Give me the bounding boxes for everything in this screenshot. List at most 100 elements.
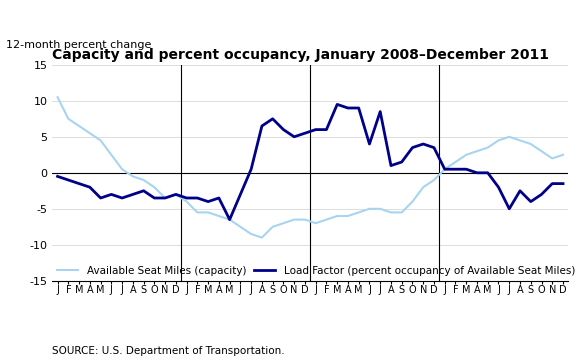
Available Seat Miles (capacity) <box>409 199 416 204</box>
Available Seat Miles (capacity) <box>226 217 233 222</box>
Load Factor (percent occupancy of Available Seat Miles) <box>495 185 502 189</box>
Load Factor (percent occupancy of Available Seat Miles) <box>334 102 340 107</box>
Available Seat Miles (capacity) <box>506 135 513 139</box>
Load Factor (percent occupancy of Available Seat Miles) <box>183 196 190 200</box>
Load Factor (percent occupancy of Available Seat Miles) <box>65 178 72 182</box>
Available Seat Miles (capacity) <box>387 210 394 215</box>
Load Factor (percent occupancy of Available Seat Miles) <box>345 106 351 110</box>
Load Factor (percent occupancy of Available Seat Miles) <box>452 167 459 171</box>
Load Factor (percent occupancy of Available Seat Miles) <box>398 160 405 164</box>
Available Seat Miles (capacity) <box>54 95 61 99</box>
Load Factor (percent occupancy of Available Seat Miles) <box>527 199 534 204</box>
Load Factor (percent occupancy of Available Seat Miles) <box>248 167 255 171</box>
Available Seat Miles (capacity) <box>215 214 222 218</box>
Available Seat Miles (capacity) <box>377 207 384 211</box>
Available Seat Miles (capacity) <box>484 145 491 150</box>
Load Factor (percent occupancy of Available Seat Miles) <box>420 142 427 146</box>
Load Factor (percent occupancy of Available Seat Miles) <box>387 163 394 168</box>
Available Seat Miles (capacity) <box>151 185 158 189</box>
Available Seat Miles (capacity) <box>140 178 147 182</box>
Text: Capacity and percent occupancy, January 2008–December 2011: Capacity and percent occupancy, January … <box>52 48 549 62</box>
Load Factor (percent occupancy of Available Seat Miles) <box>484 171 491 175</box>
Available Seat Miles (capacity) <box>323 217 330 222</box>
Available Seat Miles (capacity) <box>259 235 266 240</box>
Load Factor (percent occupancy of Available Seat Miles) <box>517 189 524 193</box>
Load Factor (percent occupancy of Available Seat Miles) <box>259 124 266 128</box>
Available Seat Miles (capacity) <box>345 214 351 218</box>
Available Seat Miles (capacity) <box>517 138 524 143</box>
Load Factor (percent occupancy of Available Seat Miles) <box>409 145 416 150</box>
Load Factor (percent occupancy of Available Seat Miles) <box>86 185 93 189</box>
Available Seat Miles (capacity) <box>291 217 298 222</box>
Available Seat Miles (capacity) <box>538 149 545 153</box>
Available Seat Miles (capacity) <box>205 210 212 215</box>
Load Factor (percent occupancy of Available Seat Miles) <box>119 196 126 200</box>
Line: Available Seat Miles (capacity): Available Seat Miles (capacity) <box>57 97 563 238</box>
Available Seat Miles (capacity) <box>194 210 201 215</box>
Line: Load Factor (percent occupancy of Available Seat Miles): Load Factor (percent occupancy of Availa… <box>57 104 563 220</box>
Available Seat Miles (capacity) <box>463 153 470 157</box>
Load Factor (percent occupancy of Available Seat Miles) <box>441 167 448 171</box>
Load Factor (percent occupancy of Available Seat Miles) <box>355 106 362 110</box>
Load Factor (percent occupancy of Available Seat Miles) <box>302 131 309 135</box>
Available Seat Miles (capacity) <box>398 210 405 215</box>
Available Seat Miles (capacity) <box>302 217 309 222</box>
Available Seat Miles (capacity) <box>108 153 115 157</box>
Available Seat Miles (capacity) <box>334 214 340 218</box>
Load Factor (percent occupancy of Available Seat Miles) <box>538 192 545 197</box>
Text: SOURCE: U.S. Department of Transportation.: SOURCE: U.S. Department of Transportatio… <box>52 346 285 356</box>
Load Factor (percent occupancy of Available Seat Miles) <box>560 181 567 186</box>
Available Seat Miles (capacity) <box>560 153 567 157</box>
Available Seat Miles (capacity) <box>119 167 126 171</box>
Load Factor (percent occupancy of Available Seat Miles) <box>172 192 179 197</box>
Available Seat Miles (capacity) <box>280 221 287 225</box>
Load Factor (percent occupancy of Available Seat Miles) <box>549 181 556 186</box>
Load Factor (percent occupancy of Available Seat Miles) <box>237 192 244 197</box>
Load Factor (percent occupancy of Available Seat Miles) <box>75 181 82 186</box>
Available Seat Miles (capacity) <box>355 210 362 215</box>
Load Factor (percent occupancy of Available Seat Miles) <box>269 117 276 121</box>
Load Factor (percent occupancy of Available Seat Miles) <box>430 145 437 150</box>
Load Factor (percent occupancy of Available Seat Miles) <box>151 196 158 200</box>
Available Seat Miles (capacity) <box>312 221 319 225</box>
Load Factor (percent occupancy of Available Seat Miles) <box>226 217 233 222</box>
Load Factor (percent occupancy of Available Seat Miles) <box>463 167 470 171</box>
Available Seat Miles (capacity) <box>441 167 448 171</box>
Available Seat Miles (capacity) <box>366 207 373 211</box>
Available Seat Miles (capacity) <box>269 225 276 229</box>
Available Seat Miles (capacity) <box>420 185 427 189</box>
Text: 12-month percent change: 12-month percent change <box>6 40 151 50</box>
Load Factor (percent occupancy of Available Seat Miles) <box>312 127 319 132</box>
Available Seat Miles (capacity) <box>430 178 437 182</box>
Available Seat Miles (capacity) <box>97 138 104 143</box>
Available Seat Miles (capacity) <box>237 225 244 229</box>
Load Factor (percent occupancy of Available Seat Miles) <box>97 196 104 200</box>
Available Seat Miles (capacity) <box>162 196 169 200</box>
Load Factor (percent occupancy of Available Seat Miles) <box>162 196 169 200</box>
Load Factor (percent occupancy of Available Seat Miles) <box>366 142 373 146</box>
Available Seat Miles (capacity) <box>473 149 480 153</box>
Available Seat Miles (capacity) <box>65 117 72 121</box>
Load Factor (percent occupancy of Available Seat Miles) <box>323 127 330 132</box>
Load Factor (percent occupancy of Available Seat Miles) <box>140 189 147 193</box>
Available Seat Miles (capacity) <box>549 156 556 161</box>
Available Seat Miles (capacity) <box>527 142 534 146</box>
Load Factor (percent occupancy of Available Seat Miles) <box>108 192 115 197</box>
Available Seat Miles (capacity) <box>495 138 502 143</box>
Load Factor (percent occupancy of Available Seat Miles) <box>473 171 480 175</box>
Load Factor (percent occupancy of Available Seat Miles) <box>291 135 298 139</box>
Legend: Available Seat Miles (capacity), Load Factor (percent occupancy of Available Sea: Available Seat Miles (capacity), Load Fa… <box>57 266 575 276</box>
Load Factor (percent occupancy of Available Seat Miles) <box>205 199 212 204</box>
Available Seat Miles (capacity) <box>86 131 93 135</box>
Load Factor (percent occupancy of Available Seat Miles) <box>506 207 513 211</box>
Load Factor (percent occupancy of Available Seat Miles) <box>54 174 61 179</box>
Load Factor (percent occupancy of Available Seat Miles) <box>215 196 222 200</box>
Available Seat Miles (capacity) <box>75 124 82 128</box>
Load Factor (percent occupancy of Available Seat Miles) <box>129 192 136 197</box>
Available Seat Miles (capacity) <box>248 232 255 236</box>
Available Seat Miles (capacity) <box>129 174 136 179</box>
Available Seat Miles (capacity) <box>183 199 190 204</box>
Load Factor (percent occupancy of Available Seat Miles) <box>280 127 287 132</box>
Load Factor (percent occupancy of Available Seat Miles) <box>194 196 201 200</box>
Load Factor (percent occupancy of Available Seat Miles) <box>377 109 384 114</box>
